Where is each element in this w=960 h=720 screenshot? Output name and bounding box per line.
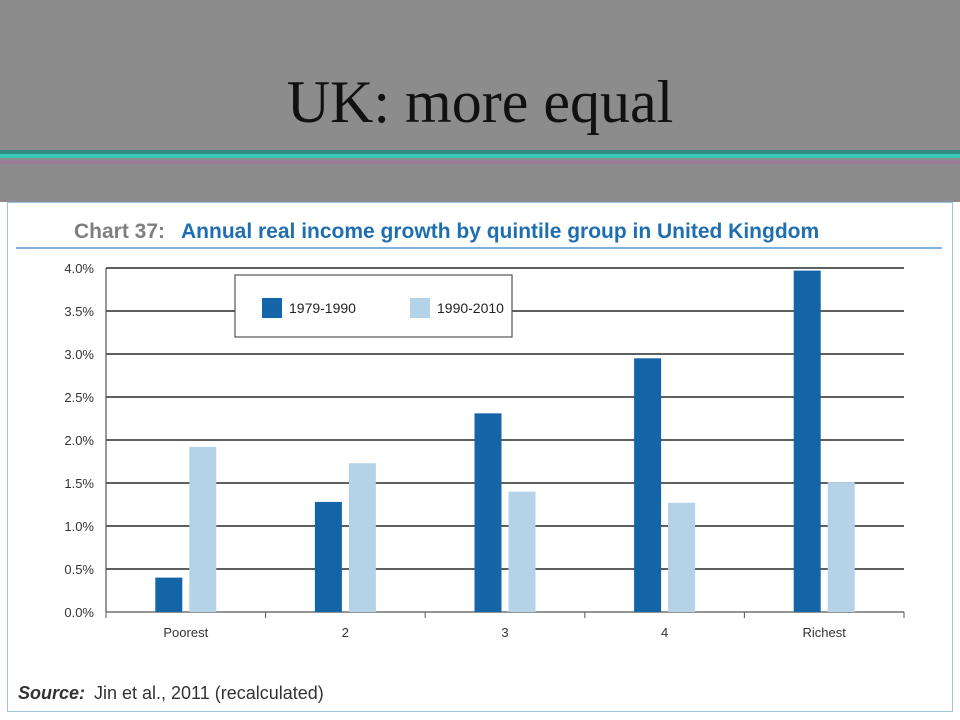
x-tick-label: Richest xyxy=(803,625,847,640)
source-label: Source: xyxy=(18,683,85,703)
x-tick-label: 4 xyxy=(661,625,668,640)
bar-1979-1990-4 xyxy=(634,358,662,612)
legend: 1979-1990 1990-2010 xyxy=(234,274,513,338)
bar-1990-2010-4 xyxy=(668,502,696,612)
legend-label: 1990-2010 xyxy=(437,300,504,316)
x-tick-label: 3 xyxy=(501,625,508,640)
y-tick-label: 3.0% xyxy=(64,347,94,362)
title-band xyxy=(0,0,960,202)
bar-1990-2010-richest xyxy=(827,482,855,612)
source-text: Jin et al., 2011 (recalculated) xyxy=(94,683,324,703)
x-tick-label: 2 xyxy=(342,625,349,640)
bar-1979-1990-3 xyxy=(474,413,502,612)
bar-1979-1990-2 xyxy=(314,501,342,612)
bar-1990-2010-poorest xyxy=(189,446,217,612)
y-tick-label: 4.0% xyxy=(64,261,94,276)
legend-label: 1979-1990 xyxy=(289,300,356,316)
y-tick-label: 1.0% xyxy=(64,519,94,534)
y-tick-label: 0.5% xyxy=(64,562,94,577)
x-tick-label: Poorest xyxy=(163,625,208,640)
title-divider-dark xyxy=(0,150,960,154)
y-tick-label: 2.0% xyxy=(64,433,94,448)
slide-title: UK: more equal xyxy=(286,69,674,135)
title-divider-mauve xyxy=(0,160,960,164)
bar-1990-2010-2 xyxy=(348,463,376,612)
chart-header-title: Annual real income growth by quintile gr… xyxy=(181,220,819,243)
y-tick-label: 0.0% xyxy=(64,605,94,620)
legend-swatch xyxy=(262,298,282,318)
plot-area: 0.0% 0.5% 1.0% 1.5% 2.0% 2.5% 3.0% 3.5% 4.0% Poor… xyxy=(64,261,905,640)
legend-swatch xyxy=(410,298,430,318)
title-divider-teal xyxy=(0,154,960,158)
chart-header-prefix: Chart 37: xyxy=(74,220,165,243)
chart-svg: Chart 37: Annual real income growth by q… xyxy=(16,220,942,703)
bar-1979-1990-poorest xyxy=(155,577,183,612)
bar-1979-1990-richest xyxy=(793,270,821,612)
bar-1990-2010-3 xyxy=(508,491,536,612)
chart-frame: Chart 37: Annual real income growth by q… xyxy=(7,202,953,712)
y-tick-label: 1.5% xyxy=(64,476,94,491)
y-tick-label: 2.5% xyxy=(64,390,94,405)
y-tick-label: 3.5% xyxy=(64,304,94,319)
